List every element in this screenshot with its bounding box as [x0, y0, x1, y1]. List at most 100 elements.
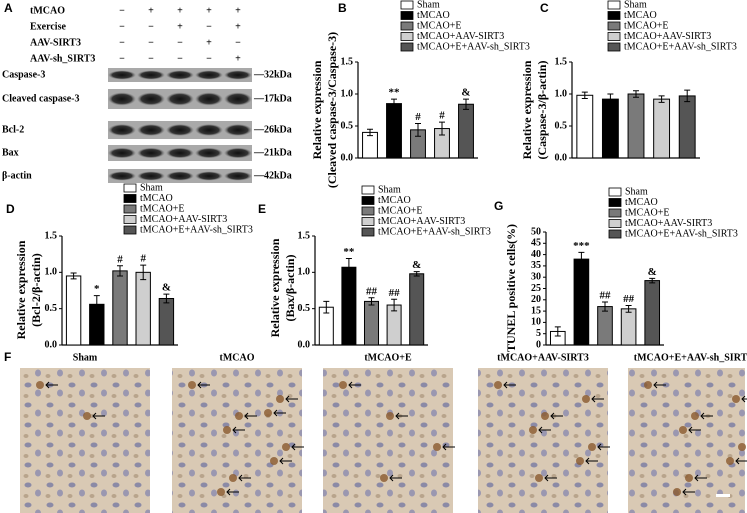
legend-label: tMCAO+AAV-SIRT3 — [625, 218, 712, 229]
protein-label: Bax — [2, 147, 19, 158]
bar — [135, 271, 151, 346]
legend-swatch — [607, 0, 621, 10]
legend-label: tMCAO+E+AAV-sh_SIRT3 — [625, 228, 738, 239]
legend-label: tMCAO+E — [417, 20, 462, 31]
error-bar — [607, 93, 614, 105]
error-bar — [323, 300, 330, 314]
y-tick-label: 0.5 — [341, 120, 354, 131]
error-bar — [578, 251, 585, 267]
blot-band — [224, 92, 252, 106]
micrograph-title: tMCAO+E — [364, 352, 412, 363]
arrow — [503, 381, 516, 389]
condition-sign: − — [119, 5, 125, 16]
arrow — [585, 457, 598, 465]
arrow — [682, 488, 695, 496]
legend-swatch — [608, 219, 622, 228]
y-tick-label: 20 — [531, 294, 541, 305]
arrow — [688, 426, 701, 434]
bar — [112, 270, 128, 346]
condition-sign: − — [148, 37, 154, 48]
bar — [573, 258, 590, 346]
y-tick-label: 0 — [536, 339, 541, 350]
error-bar — [554, 326, 561, 337]
legend-swatch — [361, 185, 375, 195]
stained-cell — [673, 488, 681, 496]
condition-label: AAV-SIRT3 — [30, 37, 81, 48]
legend-label: Sham — [624, 0, 647, 10]
legend-swatch — [607, 11, 621, 20]
bar — [458, 103, 474, 159]
blot-band — [108, 147, 136, 159]
error-bar — [581, 91, 588, 99]
legend-swatch — [123, 194, 137, 203]
legend-label: tMCAO+AAV-SIRT3 — [140, 214, 227, 225]
legend-swatch — [123, 183, 137, 193]
y-tick-label: 1.5 — [341, 56, 354, 67]
bar — [386, 103, 402, 159]
y-tick-label: 35 — [531, 260, 541, 271]
arrow — [700, 412, 713, 420]
stained-cell — [726, 457, 734, 465]
panel-letter: D — [6, 202, 15, 216]
stained-cell — [588, 443, 596, 451]
bar — [653, 98, 671, 159]
blot-band — [195, 92, 223, 106]
stained-cell — [732, 395, 740, 403]
y-tick-label: 15 — [531, 305, 541, 316]
legend-swatch — [608, 229, 622, 239]
legend-label: tMCAO+E — [624, 20, 669, 31]
condition-label: AAV-sh_SIRT3 — [30, 53, 95, 64]
significance-label: # — [140, 253, 146, 265]
arrow — [285, 395, 298, 403]
significance-label: & — [461, 87, 470, 99]
y-tick-label: 1.5 — [298, 230, 311, 241]
bar — [644, 280, 661, 346]
legend-swatch — [608, 208, 622, 218]
micrograph-title: tMCAO+AAV-SIRT3 — [497, 352, 589, 363]
significance-label: ** — [343, 246, 355, 258]
y-tick-label: 10 — [531, 317, 541, 328]
y-axis-label: (Cleaved caspase-3/Caspase-3) — [325, 32, 339, 188]
legend-swatch — [400, 11, 414, 20]
error-bar — [140, 264, 147, 281]
arrow — [544, 474, 557, 482]
blot-band — [137, 92, 165, 106]
significance-label: & — [648, 266, 657, 278]
stained-cell — [576, 457, 584, 465]
arrow — [291, 443, 304, 451]
legend-swatch — [361, 206, 375, 216]
western-blot: tMCAO − + + + + Exercise − − + − + AAV-SIRT3 − − − + − AAV… — [2, 5, 292, 183]
legend-swatch — [361, 227, 375, 237]
stained-cell — [529, 426, 537, 434]
significance-label: ** — [389, 87, 401, 99]
arrow — [197, 381, 210, 389]
condition-sign: − — [119, 53, 125, 64]
blot-band — [166, 171, 194, 181]
condition-sign: − — [119, 21, 125, 32]
blot-band — [108, 171, 136, 181]
arrow — [653, 381, 666, 389]
arrow — [45, 381, 58, 389]
arrow — [550, 412, 563, 420]
condition-sign: + — [235, 21, 241, 32]
arrow — [694, 474, 707, 482]
condition-sign: − — [148, 53, 154, 64]
legend-swatch — [400, 32, 414, 41]
stained-cell — [235, 412, 243, 420]
molecular-weight: —26kDa — [253, 124, 292, 135]
y-tick-label: 1.5 — [555, 56, 568, 67]
scale-bar — [716, 494, 730, 497]
arrow — [538, 426, 551, 434]
error-bar — [625, 304, 632, 313]
legend-label: tMCAO+AAV-SIRT3 — [417, 31, 504, 42]
blot-band — [166, 147, 194, 159]
protein-label: β-actin — [2, 170, 32, 181]
stained-cell — [691, 412, 699, 420]
condition-sign: − — [177, 53, 183, 64]
y-tick-label: 45 — [531, 238, 541, 249]
error-bar — [391, 298, 398, 312]
protein-label: Caspase-3 — [2, 69, 45, 80]
arrow — [442, 443, 455, 451]
panel-letter: B — [338, 1, 347, 15]
